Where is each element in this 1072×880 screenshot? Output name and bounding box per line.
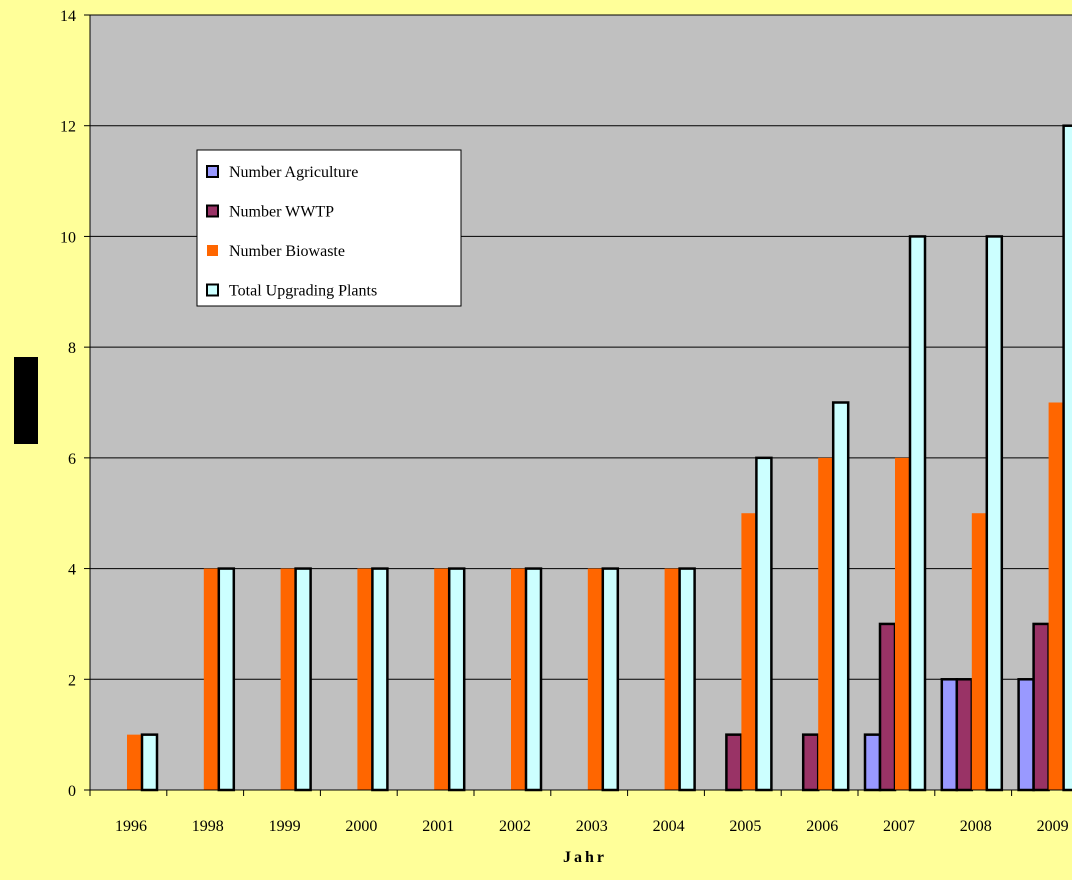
x-tick-label: 1999 — [269, 818, 301, 835]
legend-box — [196, 149, 462, 307]
x-tick-label: 2007 — [883, 818, 915, 835]
bar-number-wwtp-2005 — [725, 733, 743, 792]
x-tick-label: 2001 — [422, 818, 454, 835]
legend-label: Number Agriculture — [229, 164, 358, 181]
x-tick-label: 1998 — [192, 818, 224, 835]
bar-total-upgrading-plants-2005 — [755, 456, 773, 792]
bar-total-upgrading-plants-2009 — [1062, 124, 1072, 792]
bar-number-wwtp-2007 — [878, 622, 897, 792]
legend-label: Number Biowaste — [229, 243, 345, 260]
x-tick-label: 2006 — [806, 818, 838, 835]
x-tick-label: 2005 — [729, 818, 761, 835]
x-tick-label: 2008 — [960, 818, 992, 835]
bar-total-upgrading-plants-2000 — [371, 567, 389, 792]
bar-total-upgrading-plants-2004 — [678, 567, 696, 792]
bar-number-biowaste-2008 — [971, 513, 987, 790]
y-tick-label: 6 — [68, 451, 76, 468]
legend-swatch — [207, 245, 218, 256]
bar-total-upgrading-plants-2006 — [831, 401, 850, 792]
y-tick-label: 0 — [68, 783, 76, 800]
bar-number-biowaste-1998 — [203, 568, 219, 790]
legend-item: Number WWTP — [206, 204, 334, 221]
bar-number-agriculture-2007 — [863, 733, 882, 792]
legend-item: Total Upgrading Plants — [206, 283, 377, 300]
bar-total-upgrading-plants-2008 — [985, 235, 1004, 792]
legend-swatch — [206, 165, 219, 178]
x-tick-label: 2003 — [576, 818, 608, 835]
y-tick-label: 8 — [68, 340, 76, 357]
x-tick-label: 2004 — [653, 818, 685, 835]
bar-number-biowaste-2005 — [741, 513, 757, 790]
x-axis-title: Jahr — [563, 849, 607, 866]
bar-total-upgrading-plants-2001 — [447, 567, 466, 792]
axes — [89, 15, 1072, 791]
legend-label: Number WWTP — [229, 204, 334, 221]
bar-number-biowaste-1999 — [280, 568, 296, 790]
legend-label: Total Upgrading Plants — [229, 283, 377, 300]
x-tick-label: 2009 — [1037, 818, 1069, 835]
x-tick-label: 2002 — [499, 818, 531, 835]
legend-item: Number Biowaste — [207, 243, 345, 260]
bar-number-wwtp-2008 — [955, 678, 974, 792]
y-axis-tick-labels: 0 2 4 6 8 10 12 14 — [60, 8, 90, 800]
bars — [127, 124, 1072, 792]
x-tick-label: 2000 — [345, 818, 377, 835]
bar-total-upgrading-plants-2003 — [601, 567, 620, 792]
legend-items: Number Agriculture Number WWTP Number Biow… — [206, 164, 377, 300]
bar-number-agriculture-2008 — [940, 678, 959, 792]
bar-number-biowaste-2002 — [511, 568, 526, 790]
x-tick-label: 1996 — [115, 818, 147, 835]
y-tick-label: 14 — [60, 8, 76, 25]
bar-total-upgrading-plants-1996 — [140, 733, 159, 792]
legend-swatch — [206, 204, 219, 218]
legend-item: Number Agriculture — [206, 164, 358, 181]
legend-swatch — [206, 283, 219, 297]
bar-number-biowaste-2000 — [357, 568, 373, 790]
bar-total-upgrading-plants-1998 — [217, 567, 236, 792]
bar-total-upgrading-plants-2002 — [524, 567, 543, 792]
bar-total-upgrading-plants-1999 — [294, 567, 312, 792]
legend: Number Agriculture Number WWTP Number Biow… — [196, 149, 462, 307]
side-black-marker — [14, 357, 38, 444]
bar-number-biowaste-2001 — [434, 568, 450, 790]
bar-number-biowaste-1996 — [127, 734, 142, 790]
bar-number-biowaste-2003 — [587, 568, 603, 790]
bar-number-biowaste-2006 — [818, 457, 834, 790]
bar-number-wwtp-2009 — [1032, 622, 1050, 792]
y-tick-label: 12 — [60, 119, 76, 136]
bar-number-biowaste-2007 — [895, 457, 910, 790]
x-axis-tick-labels: 1996 1998 1999 2000 2001 2002 2003 2004 2005 2006… — [89, 790, 1069, 835]
bar-number-biowaste-2004 — [664, 568, 680, 790]
bar-total-upgrading-plants-2007 — [908, 235, 927, 792]
y-tick-label: 4 — [68, 562, 76, 579]
y-tick-label: 10 — [60, 229, 76, 246]
bar-number-biowaste-2009 — [1048, 402, 1064, 790]
y-tick-label: 2 — [68, 672, 76, 689]
bar-number-agriculture-2009 — [1017, 678, 1035, 792]
bar-number-wwtp-2006 — [801, 733, 820, 792]
